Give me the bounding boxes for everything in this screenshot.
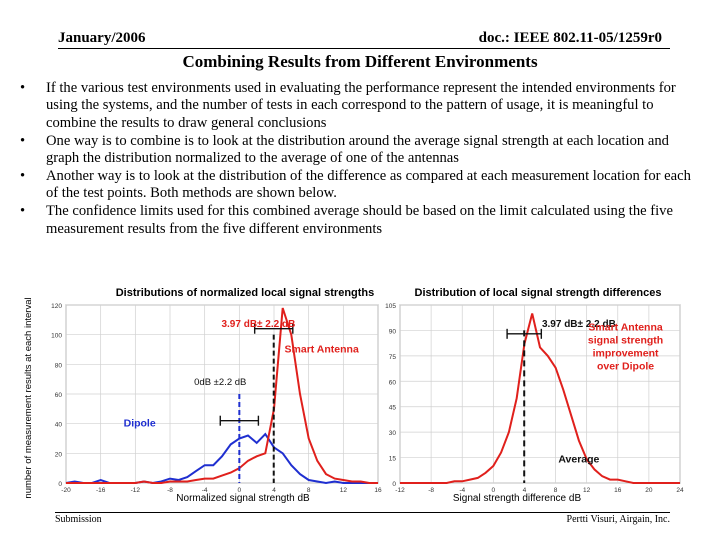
- x-tick-label: 4: [272, 487, 276, 494]
- x-tick-label: -12: [395, 487, 405, 494]
- chart-title: Distribution of local signal strength di…: [415, 287, 662, 299]
- improvement-label-line: over Dipole: [597, 360, 654, 372]
- normalized-signal-chart: Distributions of normalized local signal…: [23, 287, 382, 504]
- dipole-ci-label: 0dB ±2.2 dB: [194, 377, 246, 388]
- x-tick-label: 4: [523, 487, 527, 494]
- signal-difference-chart: Distribution of local signal strength di…: [385, 287, 684, 504]
- y-axis-label: number of measurement results at each in…: [23, 297, 34, 498]
- footer-rule: [55, 512, 670, 513]
- y-tick-label: 20: [55, 451, 63, 458]
- bullet-dot-icon: •: [20, 80, 26, 96]
- diff-ci-label: 3.97 dB± 2.2 dB: [542, 319, 616, 330]
- y-tick-label: 60: [389, 379, 397, 386]
- series-line-1: [66, 307, 378, 484]
- y-tick-label: 75: [389, 354, 397, 361]
- bullet-dot-icon: •: [20, 203, 26, 220]
- y-tick-label: 80: [55, 362, 63, 369]
- x-tick-label: 0: [492, 487, 496, 494]
- y-tick-label: 15: [389, 456, 397, 463]
- x-tick-label: 12: [583, 487, 591, 494]
- bullet-text: Another way is to look at the distributi…: [46, 168, 691, 202]
- smart-ci-label: 3.97 dB± 2.2 dB: [221, 319, 295, 330]
- average-label: Average: [558, 454, 599, 466]
- y-tick-label: 105: [385, 303, 396, 310]
- x-tick-label: 16: [374, 487, 382, 494]
- y-tick-label: 0: [58, 481, 62, 488]
- improvement-label-line: Smart Antenna: [588, 321, 662, 333]
- y-tick-label: 40: [55, 422, 63, 429]
- bullet-item: • The confidence limits used for this com…: [20, 203, 700, 238]
- x-tick-label: 8: [307, 487, 311, 494]
- header-date: January/2006: [58, 30, 146, 46]
- header-rule: [58, 48, 670, 49]
- footer-author: Pertti Visuri, Airgain, Inc.: [566, 514, 670, 525]
- y-tick-label: 30: [389, 430, 397, 437]
- improvement-label-line: improvement: [593, 347, 659, 359]
- x-tick-label: -8: [428, 487, 434, 494]
- plot-area: [399, 304, 681, 484]
- header-doc-id: doc.: IEEE 802.11-05/1259r0: [478, 30, 662, 46]
- x-tick-label: -4: [459, 487, 465, 494]
- x-tick-label: 16: [614, 487, 622, 494]
- bullet-dot-icon: •: [20, 132, 26, 149]
- x-tick-label: 12: [340, 487, 348, 494]
- smart-antenna-label: Smart Antenna: [285, 343, 359, 355]
- x-tick-label: -12: [131, 487, 141, 494]
- footer-submission: Submission: [55, 514, 102, 525]
- slide-title: Combining Results from Different Environ…: [182, 52, 538, 71]
- x-axis-label: Signal strength difference dB: [453, 493, 582, 504]
- y-tick-label: 100: [51, 333, 62, 340]
- improvement-label-line: signal strength: [588, 334, 663, 346]
- x-tick-label: 20: [645, 487, 653, 494]
- chart-title: Distributions of normalized local signal…: [116, 287, 375, 299]
- bullet-dot-icon: •: [20, 168, 26, 185]
- x-tick-label: 24: [676, 487, 684, 494]
- bullet-item: • Another way is to look at the distribut…: [20, 168, 700, 203]
- x-axis-label: Normalized signal strength dB: [176, 493, 310, 504]
- y-tick-label: 120: [51, 303, 62, 310]
- bullet-text: One way is to combine is to look at the …: [46, 132, 669, 167]
- x-tick-label: -16: [96, 487, 106, 494]
- x-tick-label: 8: [554, 487, 558, 494]
- y-tick-label: 45: [389, 405, 397, 412]
- bullet-item: • If the various test environments used i…: [20, 80, 700, 132]
- bullet-item: • One way is to combine is to look at the…: [20, 133, 700, 168]
- y-tick-label: 60: [55, 392, 63, 399]
- improvement-label: Smart Antenna signal strength improvement o…: [588, 321, 663, 372]
- bullet-text: The confidence limits used for this comb…: [46, 203, 673, 237]
- series-line-0: [400, 313, 680, 484]
- x-tick-label: -8: [167, 487, 173, 494]
- y-tick-label: 0: [392, 481, 396, 488]
- dipole-label: Dipole: [124, 418, 156, 430]
- bullet-list: • If the various test environments used i…: [20, 80, 700, 239]
- x-tick-label: 0: [238, 487, 242, 494]
- bullet-text: If the various test environments used in…: [46, 80, 676, 131]
- y-tick-label: 90: [389, 328, 397, 335]
- x-tick-label: -4: [202, 487, 208, 494]
- x-tick-label: -20: [61, 487, 71, 494]
